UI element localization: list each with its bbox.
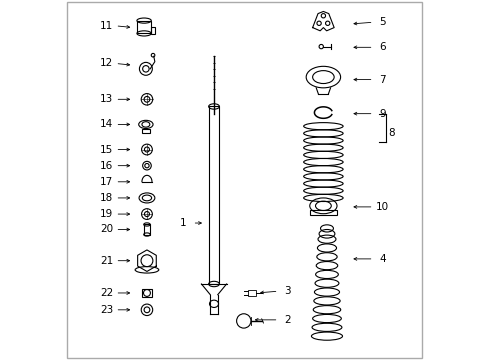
Bar bbox=[247, 290, 255, 296]
Text: 17: 17 bbox=[100, 177, 113, 187]
Text: 10: 10 bbox=[375, 202, 388, 212]
Text: 19: 19 bbox=[100, 209, 113, 219]
Text: 15: 15 bbox=[100, 144, 113, 154]
Bar bbox=[143, 225, 150, 234]
Bar bbox=[137, 21, 151, 33]
Text: 14: 14 bbox=[100, 120, 113, 129]
Text: 3: 3 bbox=[284, 286, 290, 296]
Text: 8: 8 bbox=[387, 129, 394, 138]
Bar bbox=[309, 210, 336, 215]
Text: 20: 20 bbox=[100, 225, 113, 234]
Text: 9: 9 bbox=[379, 109, 385, 119]
Text: 7: 7 bbox=[379, 75, 385, 85]
Text: 11: 11 bbox=[100, 21, 113, 31]
Text: 4: 4 bbox=[379, 254, 385, 264]
Text: 2: 2 bbox=[284, 315, 290, 325]
Text: 18: 18 bbox=[100, 193, 113, 203]
Text: 1: 1 bbox=[180, 218, 186, 228]
Text: 16: 16 bbox=[100, 161, 113, 171]
Text: 23: 23 bbox=[100, 305, 113, 315]
Text: 13: 13 bbox=[100, 94, 113, 104]
Text: 6: 6 bbox=[379, 42, 385, 52]
Bar bbox=[151, 27, 155, 34]
Text: 22: 22 bbox=[100, 288, 113, 298]
Bar bbox=[142, 129, 150, 133]
Text: 12: 12 bbox=[100, 58, 113, 68]
Text: 21: 21 bbox=[100, 256, 113, 266]
Bar bbox=[142, 289, 152, 297]
Text: 5: 5 bbox=[379, 17, 385, 27]
Bar bbox=[208, 107, 219, 284]
